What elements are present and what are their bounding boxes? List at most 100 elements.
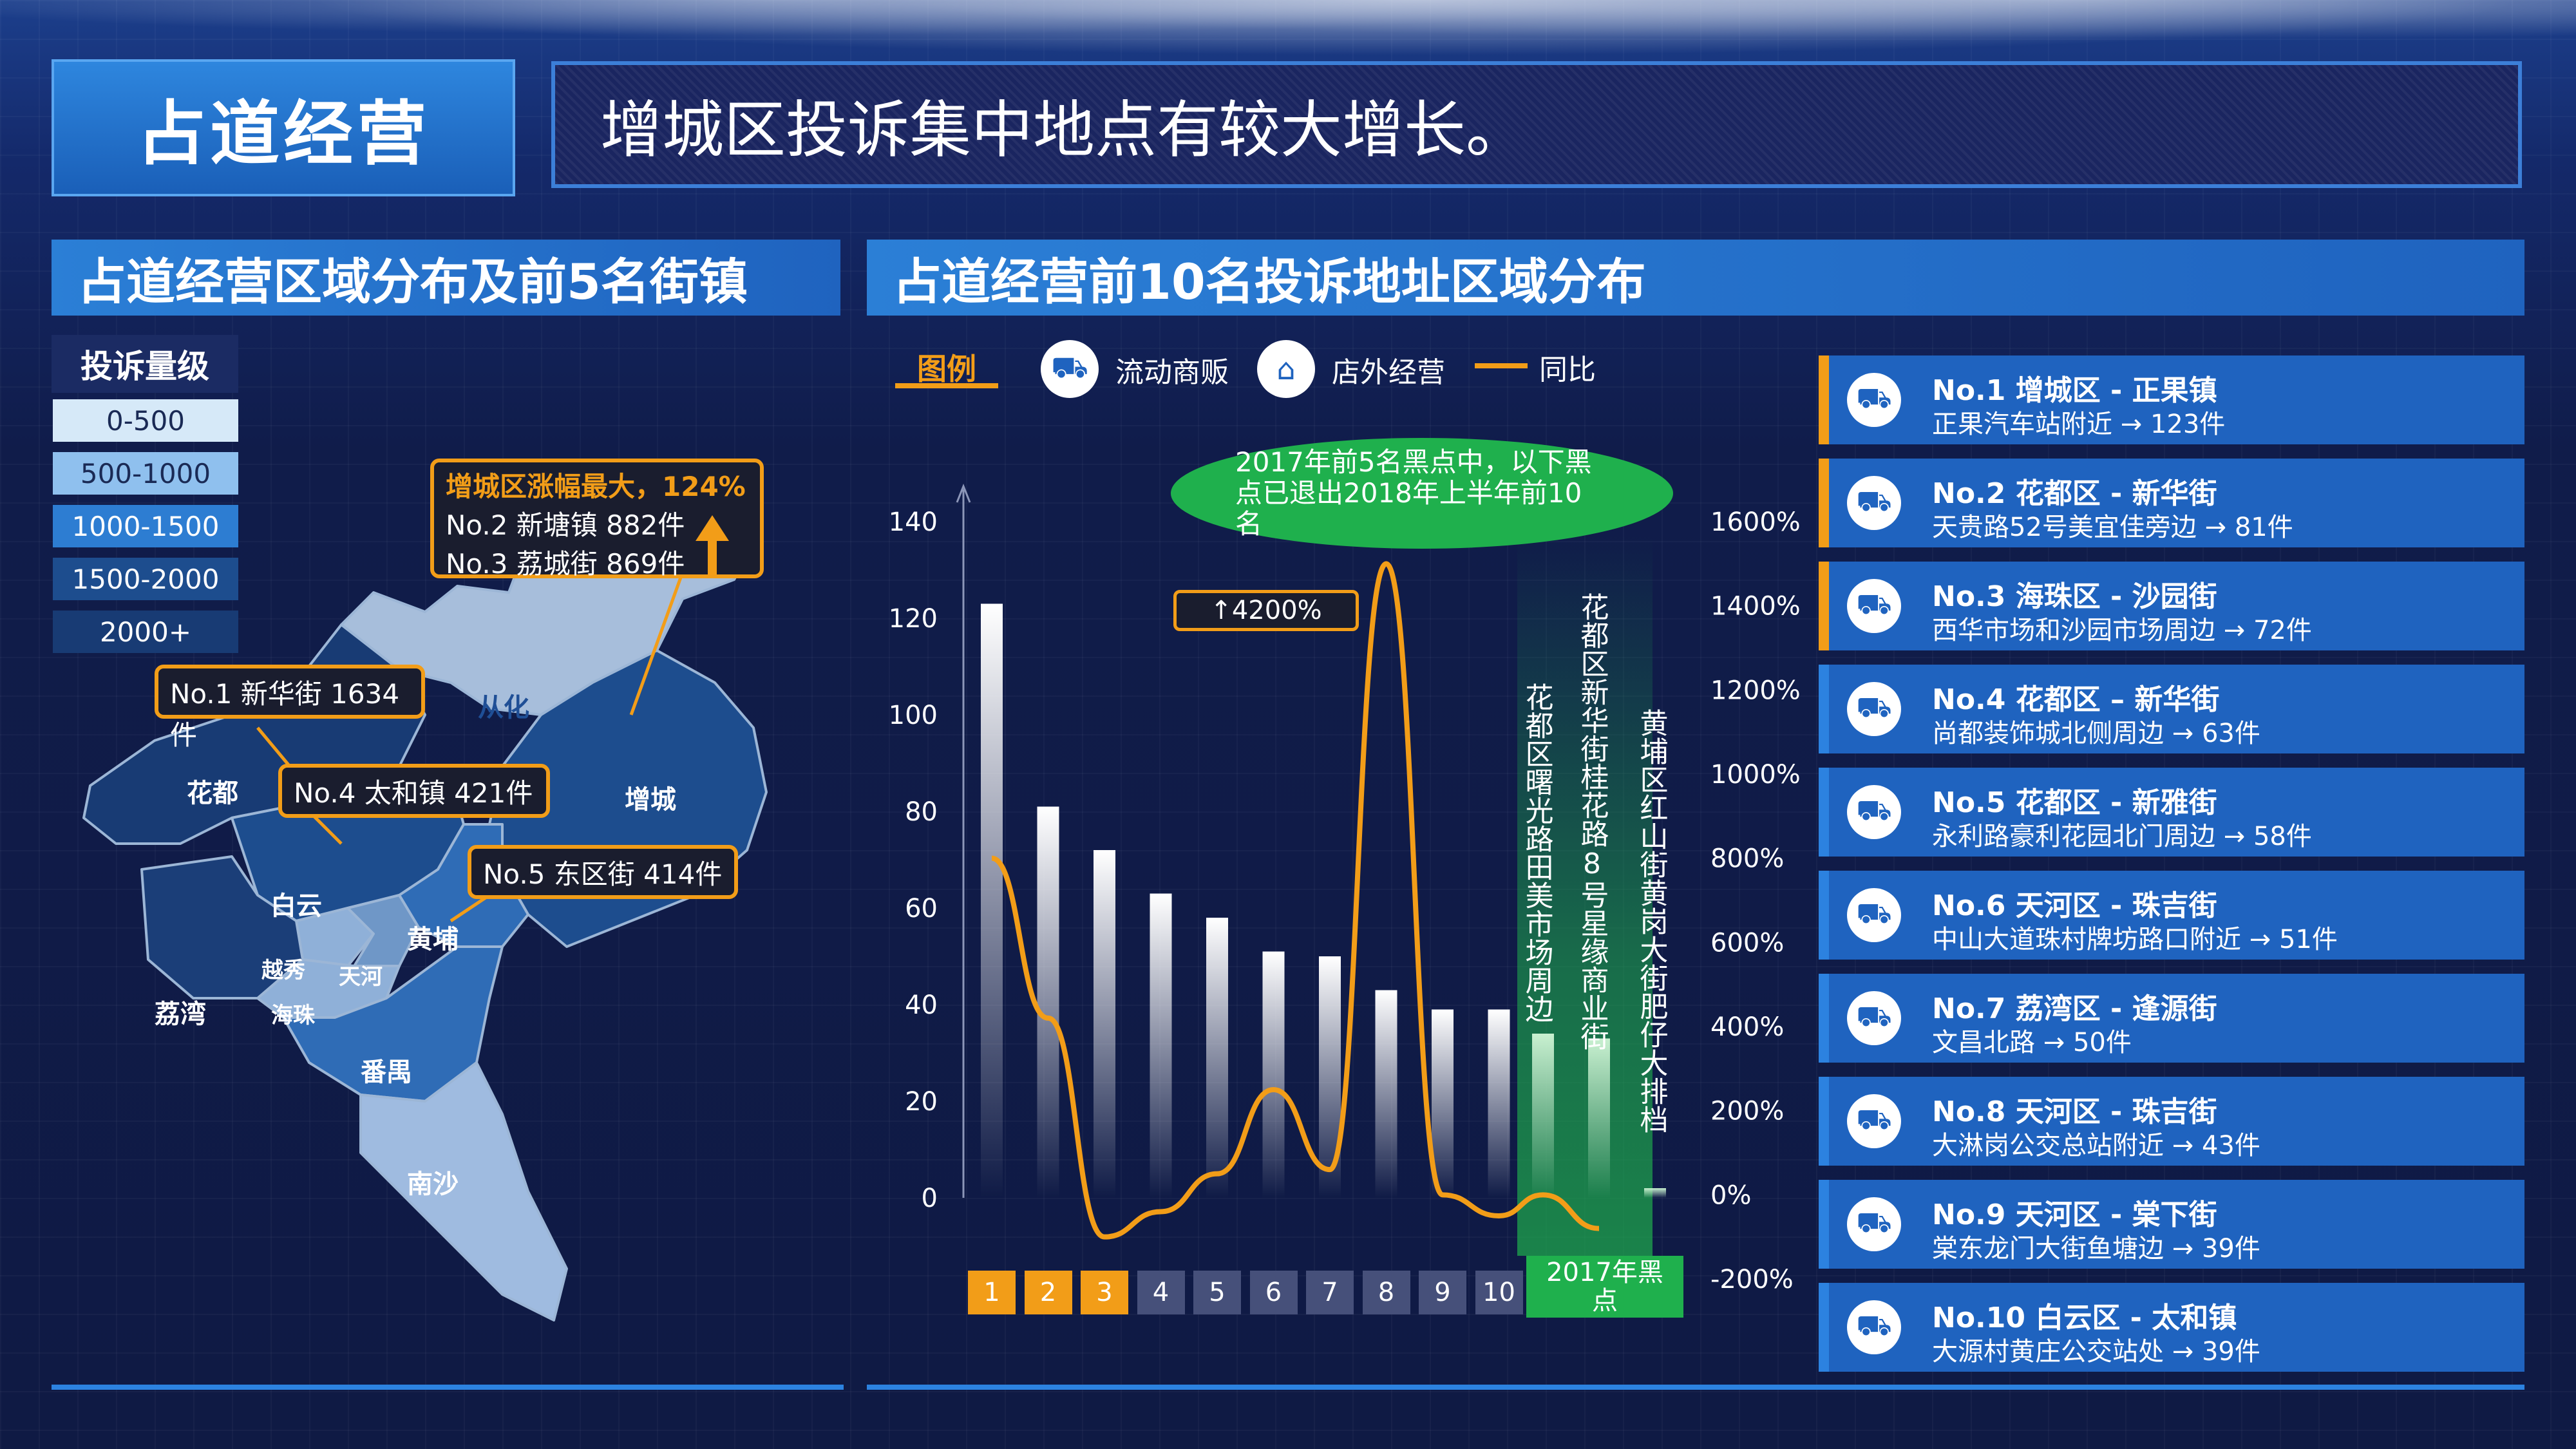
y2-tick-label: 1600%: [1710, 507, 1801, 537]
rank-card[interactable]: ⛟ No.6 天河区 - 珠吉街 中山大道珠村牌坊路口附近 → 51件: [1819, 871, 2524, 960]
right-bottom-line: [867, 1385, 2524, 1390]
y-tick-label: 40: [905, 990, 938, 1020]
label-baiyun: 白云: [270, 891, 322, 921]
x-tick-label: 2: [1024, 1271, 1072, 1314]
headline: 增城区投诉集中地点有较大增长。: [551, 61, 2522, 188]
top10-chart: 0 20 40 60 80 100 120 140 -200% 0% 200% 400% 600% 80…: [889, 483, 1801, 1294]
x-tick-label: 5: [1193, 1271, 1241, 1314]
legend-storefront: 店外经营: [1332, 356, 1445, 389]
rank-card[interactable]: ⛟ No.5 花都区 - 新雅街永利路豪利花园北门周边 → 58件: [1819, 768, 2524, 857]
rank-title: No.10 白云区 - 太和镇: [1932, 1302, 2237, 1334]
blackspot-bar: [1644, 1188, 1666, 1198]
legend-item: 1500-2000: [53, 558, 238, 600]
label-liwan: 荔湾: [155, 999, 206, 1029]
rank-detail: 永利路豪利花园北门周边 → 58件: [1932, 822, 2312, 851]
bar: [1094, 850, 1115, 1198]
section-tag: 占道经营: [52, 59, 515, 196]
y2-tick-label: 200%: [1710, 1097, 1784, 1126]
y2-tick-label: 1200%: [1710, 676, 1801, 705]
bar: [1037, 806, 1059, 1198]
callout-pointer-no5: [450, 893, 491, 923]
yoy-line-swatch: [1475, 363, 1528, 368]
rank-card[interactable]: ⛟ No.10 白云区 - 太和镇 大源村黄庄公交站处 → 39件: [1819, 1283, 2524, 1372]
y2-tick-label: 0%: [1710, 1180, 1751, 1210]
rank-card[interactable]: ⛟ No.4 花都区 – 新华街 尚都装饰城北侧周边 → 63件: [1819, 665, 2524, 753]
street-vendor-icon: ⛟: [1847, 991, 1901, 1045]
chart-legend-title: 图例: [895, 351, 998, 388]
label-zengcheng: 增城: [625, 785, 676, 815]
rank-title: No.3 海珠区 - 沙园街: [1932, 580, 2217, 613]
label-huangpu: 黄埔: [407, 925, 459, 954]
legend-title: 投诉量级: [52, 335, 238, 393]
rank-card[interactable]: ⛟ No.8 天河区 - 珠吉街 大淋岗公交总站附近 → 43件: [1819, 1077, 2524, 1166]
rank-detail: 中山大道珠村牌坊路口附近 → 51件: [1932, 925, 2338, 954]
legend-item: 500-1000: [53, 452, 238, 495]
rank-title: No.2 花都区 - 新华街: [1932, 477, 2217, 510]
rank-detail: 尚都装饰城北侧周边 → 63件: [1932, 719, 2260, 748]
street-vendor-icon: ⛟: [1847, 888, 1901, 942]
rank-detail: 天贵路52号美宜佳旁边 → 81件: [1932, 513, 2293, 542]
legend-yoy: 同比: [1539, 354, 1596, 386]
rank-detail: 棠东龙门大街鱼塘边 → 39件: [1932, 1234, 2260, 1264]
street-vendor-icon: ⛟: [1847, 1094, 1901, 1148]
bar: [981, 603, 1003, 1198]
blackspot-bar: [1588, 1038, 1610, 1198]
label-conghua: 从化: [478, 693, 529, 723]
label-haizhu: 海珠: [271, 1003, 316, 1028]
street-vendor-icon: ⛟: [1847, 682, 1901, 736]
y2-tick-label: 400%: [1710, 1012, 1784, 1042]
rank-detail: 大淋岗公交总站附近 → 43件: [1932, 1131, 2260, 1160]
x-tick-label: 4: [1137, 1271, 1185, 1314]
street-vendor-icon: ⛟: [1847, 373, 1901, 427]
bar: [1488, 1009, 1510, 1198]
rank-card[interactable]: ⛟ No.9 天河区 - 棠下街 棠东龙门大街鱼塘边 → 39件: [1819, 1180, 2524, 1269]
rank-card[interactable]: ⛟ No.3 海珠区 - 沙园街西华市场和沙园市场周边 → 72件: [1819, 562, 2524, 650]
street-vendor-icon: ⛟: [1847, 1197, 1901, 1251]
x-tick-label: 10: [1475, 1271, 1523, 1314]
callout-zengcheng-headline: 增城区涨幅最大，124%: [446, 471, 746, 502]
y2-tick-label: 800%: [1710, 844, 1784, 874]
x-tick-label: 9: [1419, 1271, 1466, 1314]
y2-tick-label: -200%: [1710, 1265, 1794, 1294]
callout-pointer-no1: [256, 726, 291, 768]
district-panyu: [282, 945, 504, 1103]
callout-no2: No.2 新塘镇 882件: [446, 509, 685, 541]
y2-tick-label: 600%: [1710, 928, 1784, 958]
rank-detail: 文昌北路 → 50件: [1932, 1028, 2132, 1057]
sky-clouds: [0, 0, 2576, 71]
blackspot-axis-label: 2017年黑点: [1526, 1256, 1683, 1318]
up-arrow-stem: [708, 540, 717, 578]
x-tick-label: 7: [1306, 1271, 1354, 1314]
left-panel-title: 占道经营区域分布及前5名街镇: [52, 240, 840, 316]
x-tick-label: 1: [968, 1271, 1016, 1314]
label-tianhe: 天河: [339, 964, 383, 990]
y-axis-arrow: [956, 483, 971, 503]
street-vendor-icon: ⛟: [1847, 785, 1901, 839]
peak-yoy-label: ↑4200%: [1173, 590, 1359, 631]
y2-tick-label: 1400%: [1710, 592, 1801, 621]
label-yuexiu: 越秀: [261, 958, 305, 983]
legend-street-vendor: 流动商贩: [1115, 356, 1229, 389]
y-tick-label: 20: [905, 1087, 938, 1117]
x-tick-label: 3: [1081, 1271, 1128, 1314]
blackspot-note: 2017年前5名黑点中，以下黑点已退出2018年上半年前10名: [1171, 438, 1673, 549]
x-tick-label: 6: [1249, 1271, 1298, 1314]
rank-card[interactable]: ⛟ No.7 荔湾区 - 逢源街文昌北路 → 50件: [1819, 974, 2524, 1063]
callout-no3: No.3 荔城街 869件: [446, 548, 685, 580]
legend-item: 1000-1500: [53, 505, 238, 547]
rank-card[interactable]: ⛟ No.1 增城区 - 正果镇 正果汽车站附近 → 123件: [1819, 355, 2524, 444]
callout-no1: No.1 新华街 1634件: [155, 665, 425, 751]
rank-title: No.7 荔湾区 - 逢源街: [1932, 992, 2217, 1025]
blackspot-bar: [1532, 1034, 1554, 1198]
bar: [1150, 893, 1172, 1198]
rank-card[interactable]: ⛟ No.2 花都区 - 新华街 天贵路52号美宜佳旁边 → 81件: [1819, 459, 2524, 547]
y2-tick-label: 1000%: [1710, 760, 1801, 790]
label-panyu: 番禺: [361, 1057, 412, 1087]
rank-detail: 西华市场和沙园市场周边 → 72件: [1932, 616, 2312, 645]
street-vendor-icon: ⛟: [1847, 579, 1901, 633]
callout-no4: No.4 太和镇 421件: [278, 764, 550, 818]
rank-title: No.5 花都区 - 新雅街: [1932, 786, 2217, 819]
street-vendor-icon: ⛟: [1041, 340, 1099, 398]
y-tick-label: 100: [889, 701, 938, 730]
bar: [1375, 990, 1397, 1198]
